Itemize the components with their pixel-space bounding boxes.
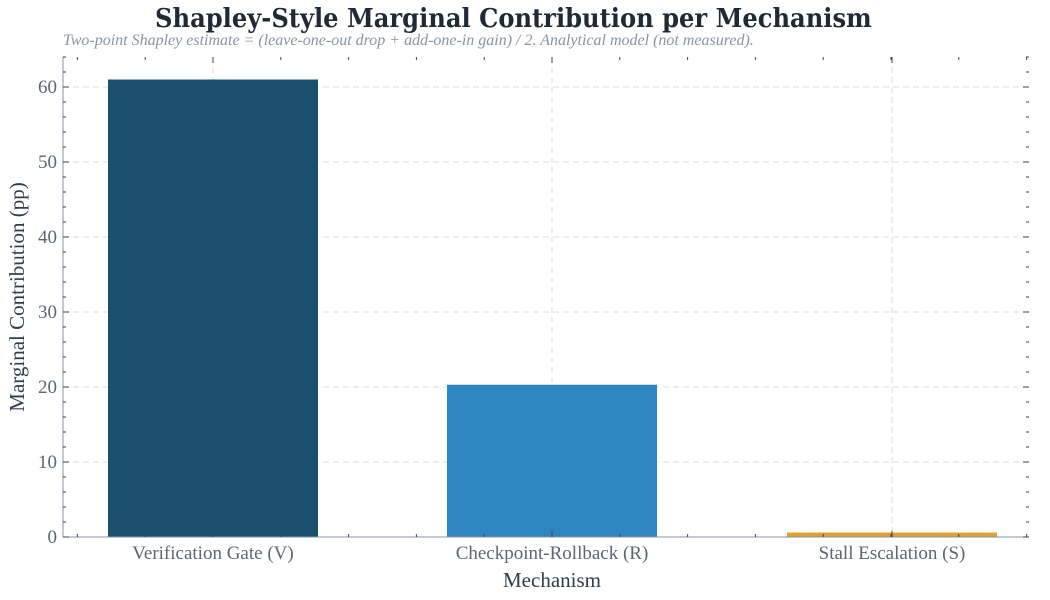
- y-tick-label: 60: [38, 77, 57, 98]
- y-tick-label: 40: [38, 227, 57, 248]
- y-tick-label: 50: [38, 152, 57, 173]
- x-axis-label: Mechanism: [503, 568, 601, 592]
- bar: [447, 384, 657, 537]
- chart-subtitle: Two-point Shapley estimate = (leave-one-…: [63, 32, 754, 49]
- y-axis-label: Marginal Contribution (pp): [5, 182, 29, 411]
- chart-title: Shapley-Style Marginal Contribution per …: [155, 4, 872, 34]
- y-tick-label: 20: [38, 377, 57, 398]
- axes: [62, 56, 1029, 538]
- bar: [108, 79, 318, 537]
- y-tick-label: 30: [38, 302, 57, 323]
- tick-labels: 0 10 20 30 40 50 60 Verification Gate (V) Checkp…: [38, 77, 965, 564]
- bars: [108, 79, 997, 537]
- x-tick-label: Checkpoint-Rollback (R): [456, 543, 649, 564]
- x-tick-label: Verification Gate (V): [132, 543, 293, 564]
- x-tick-label: Stall Escalation (S): [819, 543, 966, 564]
- y-tick-label: 0: [48, 527, 58, 548]
- y-tick-label: 10: [38, 452, 57, 473]
